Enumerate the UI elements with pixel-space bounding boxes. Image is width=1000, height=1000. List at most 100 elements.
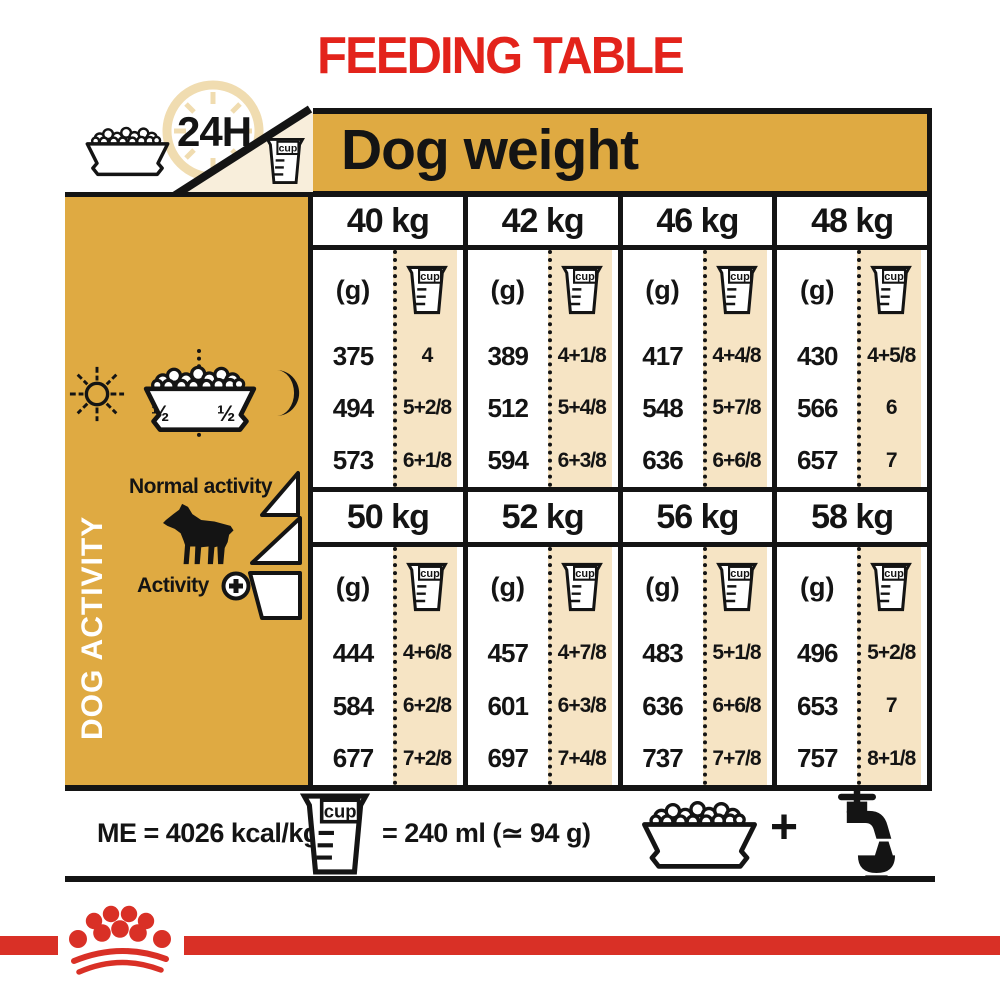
measuring-cup-icon xyxy=(707,250,767,330)
column-gap xyxy=(921,547,927,785)
cup-value: 6+3/8 xyxy=(557,694,607,717)
cup-equivalence-label: = 240 ml (≃ 94 g) xyxy=(382,818,591,848)
footer-divider xyxy=(65,876,935,882)
brand-crown-icon xyxy=(63,904,177,982)
dog-activity-vertical-label: DOG ACTIVITY xyxy=(76,515,109,740)
weight-header: 52 kg xyxy=(467,492,618,547)
weight-header: 46 kg xyxy=(622,197,773,250)
gram-unit-label: (g) xyxy=(800,571,835,602)
weight-header: 42 kg xyxy=(467,197,618,250)
measuring-cup-icon xyxy=(552,547,612,627)
plus-circle-icon xyxy=(221,571,251,601)
cups-subcolumn: 4 5+2/8 6+1/8 xyxy=(393,250,457,487)
column-gap xyxy=(457,250,463,487)
cup-value: 6+1/8 xyxy=(402,448,452,472)
cup-value: 7 xyxy=(885,448,898,472)
column-gap xyxy=(457,547,463,785)
column-gap xyxy=(611,250,618,487)
cup-value: 4+1/8 xyxy=(557,344,607,368)
moon-icon xyxy=(266,367,300,419)
gram-value: 601 xyxy=(487,690,529,721)
cup-value: 4+7/8 xyxy=(557,641,607,665)
column-gap xyxy=(766,250,773,487)
water-faucet-icon xyxy=(806,788,908,882)
weight-header: 48 kg xyxy=(777,197,927,250)
cup-value: 4 xyxy=(421,344,434,368)
gram-value: 430 xyxy=(797,340,838,371)
normal-activity-label: Normal activity xyxy=(129,475,273,498)
cups-subcolumn: 4+5/8 6 7 xyxy=(857,250,922,487)
weight-body: (g) 417 548 636 4+4/8 5+7/8 6+6/8 xyxy=(622,250,773,487)
gram-unit-label: (g) xyxy=(490,274,525,305)
gram-value: 636 xyxy=(642,690,683,721)
cup-value: 7+4/8 xyxy=(557,746,607,770)
brand-stripe xyxy=(0,936,1000,955)
gram-unit-label: (g) xyxy=(490,571,525,602)
metabolizable-energy-label: ME = 4026 kcal/kg xyxy=(97,818,319,848)
cups-subcolumn: 4+4/8 5+7/8 6+6/8 xyxy=(702,250,767,487)
gram-value: 389 xyxy=(487,340,529,371)
gram-value: 636 xyxy=(642,445,683,476)
gram-value: 657 xyxy=(797,445,838,476)
measuring-cup-icon xyxy=(861,547,921,627)
weight-column: 40 kg (g) 375 494 573 4 5+2/8 6+1/8 xyxy=(313,197,468,487)
cup-value: 7+2/8 xyxy=(402,746,452,770)
grams-subcolumn: (g) 496 653 757 xyxy=(777,547,857,785)
grams-subcolumn: (g) 389 512 594 xyxy=(468,250,548,487)
gram-value: 594 xyxy=(487,445,529,476)
weight-column: 48 kg (g) 430 566 657 4+5/8 6 7 xyxy=(777,197,932,487)
grams-subcolumn: (g) 430 566 657 xyxy=(777,250,857,487)
weight-body: (g) 483 636 737 5+1/8 6+6/8 7+7/8 xyxy=(622,547,773,785)
dog-icon xyxy=(163,496,235,572)
measuring-cup-icon xyxy=(397,250,457,330)
weight-group-1: 40 kg (g) 375 494 573 4 5+2/8 6+1/8 42 k… xyxy=(313,197,932,492)
measuring-cup-icon xyxy=(552,250,612,330)
cup-value: 8+1/8 xyxy=(867,746,916,770)
measuring-cup-icon xyxy=(707,547,767,627)
gram-value: 444 xyxy=(332,637,374,668)
weight-header: 58 kg xyxy=(777,492,927,547)
gram-value: 548 xyxy=(642,392,683,423)
measuring-cup-icon xyxy=(397,547,457,627)
gram-value: 494 xyxy=(332,392,374,423)
gram-value: 496 xyxy=(797,637,838,668)
grams-subcolumn: (g) 483 636 737 xyxy=(623,547,703,785)
cups-subcolumn: 5+1/8 6+6/8 7+7/8 xyxy=(702,547,767,785)
cup-value: 4+6/8 xyxy=(402,641,452,665)
column-gap xyxy=(921,250,927,487)
cup-value: 6+3/8 xyxy=(557,448,607,472)
cup-value: 4+5/8 xyxy=(867,344,916,368)
cup-value: 7 xyxy=(885,694,898,717)
gram-value: 697 xyxy=(487,743,529,774)
kibble-bowl-icon xyxy=(633,792,766,878)
weight-column: 50 kg (g) 444 584 677 4+6/8 6+2/8 7+2/8 xyxy=(313,492,468,785)
grams-subcolumn: (g) 457 601 697 xyxy=(468,547,548,785)
gram-value: 417 xyxy=(642,340,683,371)
weight-column: 56 kg (g) 483 636 737 5+1/8 6+6/8 7+7/8 xyxy=(622,492,778,785)
cups-subcolumn: 4+1/8 5+4/8 6+3/8 xyxy=(547,250,612,487)
dog-weight-banner: Dog weight xyxy=(313,108,932,197)
weight-header: 40 kg xyxy=(313,197,463,250)
half-ration-left: ½ xyxy=(151,401,170,426)
gram-unit-label: (g) xyxy=(335,571,371,602)
weight-header: 56 kg xyxy=(622,492,773,547)
cup-value: 5+7/8 xyxy=(712,396,761,420)
gram-unit-label: (g) xyxy=(645,571,680,602)
activity-plus-label: Activity xyxy=(137,574,209,597)
cup-value: 4+4/8 xyxy=(712,344,761,368)
gram-value: 737 xyxy=(642,743,683,774)
crown-background xyxy=(58,934,184,957)
cup-value: 6+6/8 xyxy=(712,448,761,472)
cup-value: 6 xyxy=(885,396,898,420)
weight-column: 52 kg (g) 457 601 697 4+7/8 6+3/8 7+4/8 xyxy=(467,492,623,785)
cups-subcolumn: 4+6/8 6+2/8 7+2/8 xyxy=(393,547,457,785)
half-ration-right: ½ xyxy=(217,401,236,426)
half-ration-bowl-icon xyxy=(135,357,265,441)
grams-subcolumn: (g) 417 548 636 xyxy=(623,250,703,487)
gram-value: 483 xyxy=(642,637,683,668)
gram-unit-label: (g) xyxy=(335,274,371,305)
gram-value: 375 xyxy=(332,340,374,371)
cups-subcolumn: 5+2/8 7 8+1/8 xyxy=(857,547,922,785)
weight-group-2: 50 kg (g) 444 584 677 4+6/8 6+2/8 7+2/8 … xyxy=(313,492,932,791)
gram-value: 757 xyxy=(797,743,838,774)
